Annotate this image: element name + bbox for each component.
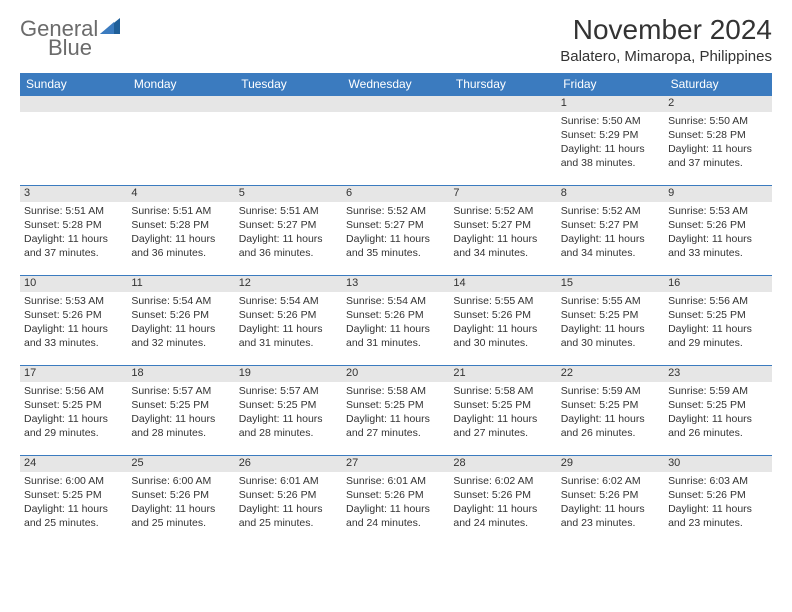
day-detail-cell: Sunrise: 5:58 AMSunset: 5:25 PMDaylight:… <box>449 382 556 456</box>
day-number-cell: 30 <box>664 456 771 472</box>
title-block: November 2024 Balatero, Mimaropa, Philip… <box>560 14 772 65</box>
weekday-header: Monday <box>127 73 234 96</box>
weekday-header: Saturday <box>664 73 771 96</box>
day-detail-cell: Sunrise: 5:55 AMSunset: 5:26 PMDaylight:… <box>449 292 556 366</box>
day-number-cell: 3 <box>20 186 127 202</box>
daynum-row: 12 <box>20 96 772 112</box>
calendar-header-row: SundayMondayTuesdayWednesdayThursdayFrid… <box>20 73 772 96</box>
day-number-cell <box>342 96 449 112</box>
day-detail-cell: Sunrise: 6:02 AMSunset: 5:26 PMDaylight:… <box>557 472 664 546</box>
day-detail-cell: Sunrise: 5:57 AMSunset: 5:25 PMDaylight:… <box>235 382 342 456</box>
weekday-header: Wednesday <box>342 73 449 96</box>
day-number-cell: 24 <box>20 456 127 472</box>
day-number-cell: 6 <box>342 186 449 202</box>
day-detail-cell: Sunrise: 5:56 AMSunset: 5:25 PMDaylight:… <box>664 292 771 366</box>
day-detail-cell: Sunrise: 5:52 AMSunset: 5:27 PMDaylight:… <box>342 202 449 276</box>
day-number-cell: 20 <box>342 366 449 382</box>
day-number-cell: 1 <box>557 96 664 112</box>
day-detail-cell: Sunrise: 5:50 AMSunset: 5:29 PMDaylight:… <box>557 112 664 186</box>
day-number-cell: 9 <box>664 186 771 202</box>
calendar-page: General Blue November 2024 Balatero, Mim… <box>0 0 792 546</box>
day-detail-cell: Sunrise: 6:01 AMSunset: 5:26 PMDaylight:… <box>342 472 449 546</box>
day-detail-cell: Sunrise: 5:51 AMSunset: 5:27 PMDaylight:… <box>235 202 342 276</box>
day-detail-cell: Sunrise: 6:00 AMSunset: 5:25 PMDaylight:… <box>20 472 127 546</box>
brand-name-b: Blue <box>48 35 92 60</box>
day-detail-cell: Sunrise: 5:51 AMSunset: 5:28 PMDaylight:… <box>20 202 127 276</box>
day-number-cell: 15 <box>557 276 664 292</box>
detail-row: Sunrise: 5:51 AMSunset: 5:28 PMDaylight:… <box>20 202 772 276</box>
day-detail-cell: Sunrise: 6:01 AMSunset: 5:26 PMDaylight:… <box>235 472 342 546</box>
day-detail-cell: Sunrise: 5:53 AMSunset: 5:26 PMDaylight:… <box>664 202 771 276</box>
day-detail-cell <box>20 112 127 186</box>
detail-row: Sunrise: 5:56 AMSunset: 5:25 PMDaylight:… <box>20 382 772 456</box>
weekday-header: Tuesday <box>235 73 342 96</box>
day-number-cell: 21 <box>449 366 556 382</box>
day-number-cell: 10 <box>20 276 127 292</box>
day-number-cell <box>20 96 127 112</box>
detail-row: Sunrise: 5:50 AMSunset: 5:29 PMDaylight:… <box>20 112 772 186</box>
detail-row: Sunrise: 6:00 AMSunset: 5:25 PMDaylight:… <box>20 472 772 546</box>
day-number-cell: 16 <box>664 276 771 292</box>
day-detail-cell: Sunrise: 5:52 AMSunset: 5:27 PMDaylight:… <box>449 202 556 276</box>
day-number-cell: 19 <box>235 366 342 382</box>
day-detail-cell <box>342 112 449 186</box>
day-detail-cell: Sunrise: 5:52 AMSunset: 5:27 PMDaylight:… <box>557 202 664 276</box>
day-detail-cell: Sunrise: 5:54 AMSunset: 5:26 PMDaylight:… <box>127 292 234 366</box>
day-number-cell <box>449 96 556 112</box>
day-detail-cell: Sunrise: 5:59 AMSunset: 5:25 PMDaylight:… <box>664 382 771 456</box>
daynum-row: 3456789 <box>20 186 772 202</box>
day-detail-cell <box>235 112 342 186</box>
day-detail-cell <box>449 112 556 186</box>
day-number-cell: 11 <box>127 276 234 292</box>
day-detail-cell: Sunrise: 5:54 AMSunset: 5:26 PMDaylight:… <box>342 292 449 366</box>
calendar-table: SundayMondayTuesdayWednesdayThursdayFrid… <box>20 73 772 546</box>
day-number-cell: 8 <box>557 186 664 202</box>
day-detail-cell: Sunrise: 5:55 AMSunset: 5:25 PMDaylight:… <box>557 292 664 366</box>
day-detail-cell: Sunrise: 6:00 AMSunset: 5:26 PMDaylight:… <box>127 472 234 546</box>
sail-icon <box>100 18 122 41</box>
day-number-cell: 7 <box>449 186 556 202</box>
day-number-cell: 28 <box>449 456 556 472</box>
day-number-cell: 18 <box>127 366 234 382</box>
daynum-row: 17181920212223 <box>20 366 772 382</box>
daynum-row: 10111213141516 <box>20 276 772 292</box>
day-number-cell: 27 <box>342 456 449 472</box>
day-number-cell: 22 <box>557 366 664 382</box>
day-number-cell <box>235 96 342 112</box>
day-detail-cell: Sunrise: 5:56 AMSunset: 5:25 PMDaylight:… <box>20 382 127 456</box>
weekday-header: Sunday <box>20 73 127 96</box>
day-number-cell: 12 <box>235 276 342 292</box>
day-detail-cell: Sunrise: 5:59 AMSunset: 5:25 PMDaylight:… <box>557 382 664 456</box>
day-detail-cell: Sunrise: 5:50 AMSunset: 5:28 PMDaylight:… <box>664 112 771 186</box>
day-detail-cell: Sunrise: 5:57 AMSunset: 5:25 PMDaylight:… <box>127 382 234 456</box>
day-detail-cell: Sunrise: 5:58 AMSunset: 5:25 PMDaylight:… <box>342 382 449 456</box>
location-subtitle: Balatero, Mimaropa, Philippines <box>560 48 772 65</box>
day-number-cell: 5 <box>235 186 342 202</box>
day-number-cell: 25 <box>127 456 234 472</box>
month-title: November 2024 <box>560 14 772 46</box>
day-detail-cell: Sunrise: 6:02 AMSunset: 5:26 PMDaylight:… <box>449 472 556 546</box>
page-header: General Blue November 2024 Balatero, Mim… <box>20 14 772 65</box>
weekday-header: Friday <box>557 73 664 96</box>
day-number-cell <box>127 96 234 112</box>
day-detail-cell <box>127 112 234 186</box>
day-detail-cell: Sunrise: 5:51 AMSunset: 5:28 PMDaylight:… <box>127 202 234 276</box>
detail-row: Sunrise: 5:53 AMSunset: 5:26 PMDaylight:… <box>20 292 772 366</box>
day-number-cell: 23 <box>664 366 771 382</box>
day-number-cell: 26 <box>235 456 342 472</box>
weekday-header: Thursday <box>449 73 556 96</box>
daynum-row: 24252627282930 <box>20 456 772 472</box>
day-number-cell: 2 <box>664 96 771 112</box>
day-number-cell: 14 <box>449 276 556 292</box>
day-number-cell: 13 <box>342 276 449 292</box>
brand-logo: General Blue <box>20 14 122 64</box>
day-number-cell: 29 <box>557 456 664 472</box>
day-detail-cell: Sunrise: 6:03 AMSunset: 5:26 PMDaylight:… <box>664 472 771 546</box>
day-number-cell: 4 <box>127 186 234 202</box>
day-detail-cell: Sunrise: 5:54 AMSunset: 5:26 PMDaylight:… <box>235 292 342 366</box>
day-detail-cell: Sunrise: 5:53 AMSunset: 5:26 PMDaylight:… <box>20 292 127 366</box>
day-number-cell: 17 <box>20 366 127 382</box>
